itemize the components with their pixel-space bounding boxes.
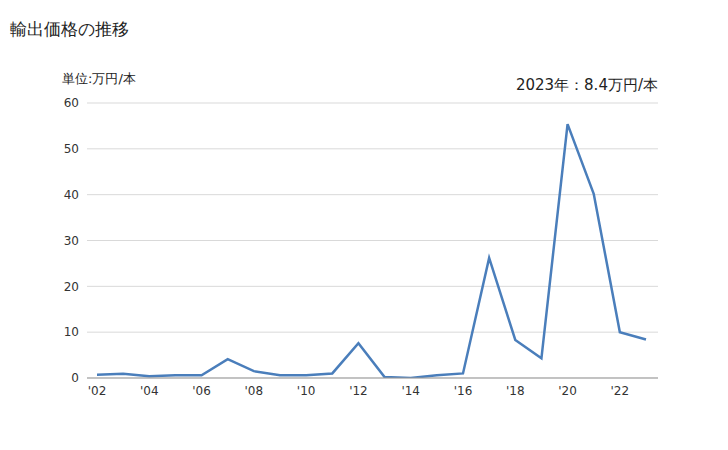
- svg-text:'14: '14: [401, 384, 420, 398]
- svg-text:0: 0: [71, 371, 79, 385]
- svg-text:20: 20: [64, 280, 79, 294]
- svg-text:'18: '18: [506, 384, 525, 398]
- svg-text:'22: '22: [611, 384, 630, 398]
- svg-text:30: 30: [64, 234, 79, 248]
- svg-text:40: 40: [64, 188, 79, 202]
- svg-text:60: 60: [64, 96, 79, 110]
- svg-text:'20: '20: [558, 384, 577, 398]
- svg-text:'06: '06: [192, 384, 211, 398]
- html-text:輸出価格の推移: 輸出価格の推移: [10, 19, 129, 39]
- html-text:単位:万円/本: 単位:万円/本: [62, 71, 136, 86]
- svg-text:'02: '02: [88, 384, 107, 398]
- svg-text:'08: '08: [245, 384, 264, 398]
- svg-text:10: 10: [64, 325, 79, 339]
- html-text:2023年：8.4万円/本: 2023年：8.4万円/本: [515, 76, 658, 94]
- svg-text:50: 50: [64, 142, 79, 156]
- svg-text:'10: '10: [297, 384, 316, 398]
- svg-text:'12: '12: [349, 384, 368, 398]
- svg-text:'04: '04: [140, 384, 159, 398]
- svg-text:'16: '16: [454, 384, 473, 398]
